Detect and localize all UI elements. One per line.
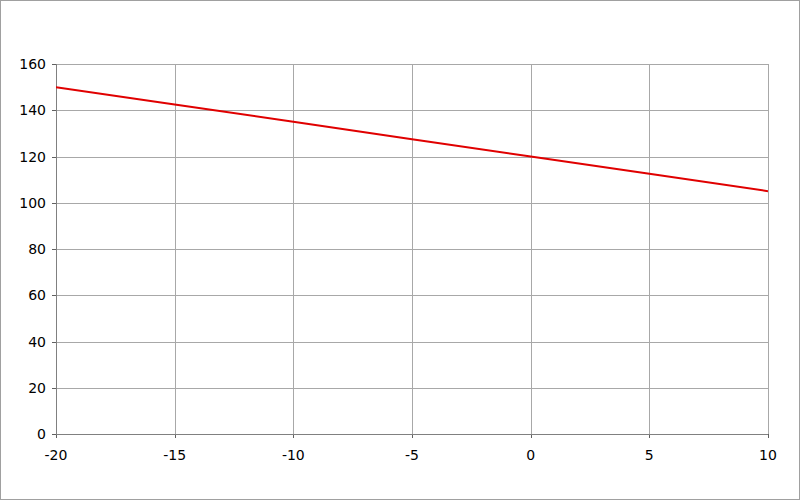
x-axis-line [56,434,768,435]
y-tick-label: 20 [28,380,46,396]
x-tick-label: -20 [45,447,68,463]
y-tick-label: 120 [19,149,46,165]
y-tick-label: 0 [37,426,46,442]
x-grid-line [293,64,294,434]
y-grid-line [56,434,768,435]
chart: 0 20 40 60 80 100 120 140 160 -20 -15 -10 -5 0 5 10 [0,0,800,500]
y-tick [52,110,56,111]
y-tick-label: 40 [28,334,46,350]
y-tick-label: 160 [19,56,46,72]
y-tick-label: 140 [19,102,46,118]
x-tick-label: -15 [163,447,186,463]
x-tick [768,434,769,438]
x-tick-label: -5 [405,447,419,463]
x-tick-label: 0 [526,447,535,463]
y-axis-line [56,64,57,434]
x-grid-line [531,64,532,434]
y-tick [52,249,56,250]
plot-area [56,87,768,191]
x-grid-line [768,64,769,434]
x-grid-line [412,64,413,434]
y-tick-label: 80 [28,241,46,257]
y-tick [52,203,56,204]
y-tick [52,342,56,343]
data-line [56,87,768,191]
y-tick [52,157,56,158]
x-grid-line [175,64,176,434]
y-tick-label: 60 [28,287,46,303]
y-tick-label: 100 [19,195,46,211]
x-grid-line [649,64,650,434]
x-tick-label: 5 [645,447,654,463]
outer-border [1,1,800,500]
y-tick [52,434,56,435]
y-tick [52,64,56,65]
y-tick [52,388,56,389]
x-tick-label: 10 [759,447,777,463]
x-tick-label: -10 [282,447,305,463]
x-grid-line [56,64,57,434]
y-tick [52,295,56,296]
